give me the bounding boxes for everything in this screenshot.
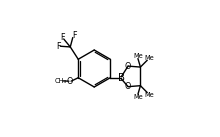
Text: O: O — [67, 77, 73, 86]
Text: Me: Me — [145, 55, 155, 61]
Text: Me: Me — [145, 92, 155, 98]
Text: CH₃: CH₃ — [55, 78, 67, 84]
Text: F: F — [56, 42, 61, 51]
Text: O: O — [125, 62, 131, 71]
Text: Me: Me — [133, 94, 143, 100]
Text: B: B — [118, 73, 125, 83]
Text: F: F — [60, 33, 65, 42]
Text: O: O — [125, 82, 131, 91]
Text: Me: Me — [133, 53, 143, 59]
Text: F: F — [72, 32, 77, 40]
